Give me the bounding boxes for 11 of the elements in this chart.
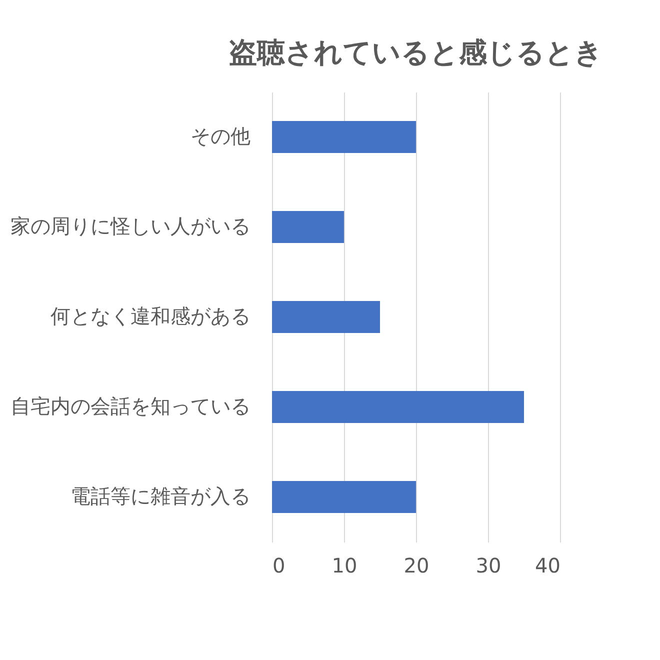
x-tick-label: 40 [535, 554, 560, 578]
x-tick-label: 10 [332, 554, 358, 578]
y-tick-label: 何となく違和感がある [50, 304, 250, 328]
y-tick-label: 自宅内の会話を知っている [10, 394, 250, 418]
x-tick-label: 30 [476, 554, 502, 578]
y-tick-label: その他 [190, 124, 250, 148]
y-tick-label: 家の周りに怪しい人がいる [10, 214, 250, 238]
x-tick-label: 0 [272, 554, 286, 578]
chart-title: 盗聴されていると感じるとき [229, 36, 603, 69]
x-tick-label: 20 [404, 554, 430, 578]
y-tick-label: 電話等に雑音が入る [70, 484, 250, 508]
